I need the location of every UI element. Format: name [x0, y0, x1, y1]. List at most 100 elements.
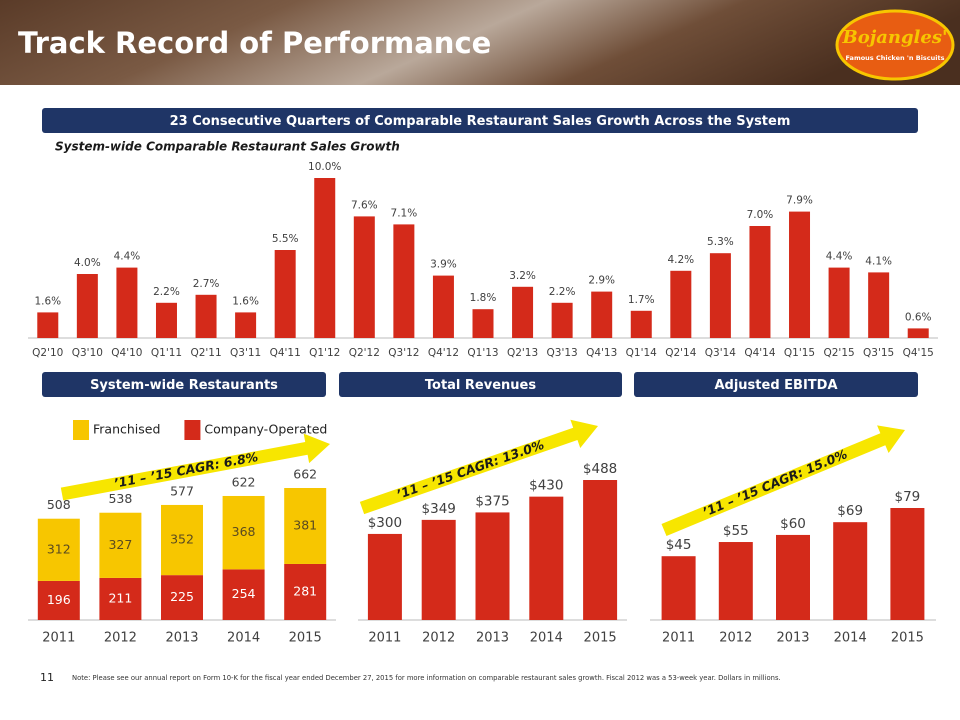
segment-label: 211 — [108, 590, 132, 605]
x-tick-label: 2014 — [227, 631, 260, 646]
data-label: 1.8% — [470, 292, 497, 304]
segment-label: 381 — [293, 517, 317, 532]
x-tick-label: Q3'13 — [547, 347, 578, 359]
bar — [76, 274, 98, 338]
x-tick-label: 2011 — [662, 631, 695, 646]
bar — [828, 267, 850, 338]
data-label: $45 — [666, 537, 692, 553]
x-tick-label: Q2'12 — [349, 347, 380, 359]
data-label: 2.9% — [588, 275, 615, 287]
bar — [393, 224, 415, 338]
logo-badge — [835, 9, 955, 81]
bar — [833, 522, 868, 620]
total-label: 538 — [108, 491, 132, 506]
data-label: 5.3% — [707, 236, 734, 248]
bar-segment — [161, 575, 203, 620]
bar-segment — [222, 569, 265, 620]
data-label: 10.0% — [308, 161, 341, 173]
data-label: $375 — [475, 493, 509, 509]
segment-label: 327 — [108, 537, 132, 552]
total-label: 662 — [293, 467, 317, 482]
legend-swatch — [184, 420, 201, 440]
bar — [116, 267, 138, 338]
data-label: 2.7% — [193, 278, 220, 290]
x-tick-label: 2013 — [476, 631, 509, 646]
legend-swatch — [73, 420, 89, 440]
total-label: 622 — [232, 474, 256, 489]
segment-label: 254 — [232, 586, 256, 601]
data-label: 3.2% — [509, 270, 536, 282]
bar — [630, 310, 652, 338]
header-background — [0, 0, 960, 85]
bar — [583, 480, 618, 620]
cagr-arrow — [359, 419, 598, 515]
data-label: 0.6% — [905, 311, 932, 323]
data-label: 1.7% — [628, 294, 655, 306]
x-tick-label: 2011 — [42, 631, 75, 646]
x-tick-label: Q4'15 — [903, 347, 934, 359]
x-tick-label: Q2'10 — [32, 347, 63, 359]
bar — [551, 302, 573, 338]
total-label: 577 — [170, 483, 194, 498]
bar — [670, 270, 692, 338]
data-label: 2.2% — [153, 286, 180, 298]
bar — [718, 542, 753, 620]
footnote: Note: Please see our annual report on Fo… — [72, 674, 781, 682]
logo-name: Bojangles' — [841, 27, 947, 48]
bar-segment — [37, 580, 80, 620]
data-label: 7.1% — [391, 207, 418, 219]
segment-label: 225 — [170, 589, 194, 604]
slide-title: Track Record of Performance — [18, 26, 491, 60]
data-label: $79 — [895, 489, 921, 505]
page-number: 11 — [40, 671, 54, 684]
data-label: 4.0% — [74, 257, 101, 269]
bar — [907, 328, 929, 338]
segment-label: 368 — [232, 524, 256, 539]
data-label: 4.2% — [667, 254, 694, 266]
bar — [274, 250, 296, 338]
section-banner — [634, 372, 918, 397]
bar — [472, 309, 494, 338]
cagr-arrow — [60, 433, 330, 501]
data-label: 1.6% — [232, 295, 259, 307]
cagr-annotation: ’11 – ’15 CAGR: 13.0% — [395, 437, 546, 502]
data-label: 4.4% — [826, 251, 853, 263]
x-tick-label: 2015 — [584, 631, 617, 646]
x-tick-label: Q1'14 — [626, 347, 658, 359]
bar — [195, 294, 217, 338]
x-tick-label: 2012 — [719, 631, 752, 646]
data-label: 4.1% — [865, 255, 892, 267]
data-label: $300 — [368, 515, 402, 531]
x-tick-label: 2015 — [289, 631, 322, 646]
chart-title: System-wide Comparable Restaurant Sales … — [55, 140, 400, 154]
data-label: 5.5% — [272, 233, 299, 245]
x-tick-label: Q3'10 — [72, 347, 103, 359]
bar-segment — [37, 518, 80, 581]
data-label: 4.4% — [114, 251, 141, 263]
x-tick-label: Q3'12 — [388, 347, 419, 359]
legend-label: Company-Operated — [204, 422, 327, 437]
segment-label: 281 — [293, 583, 317, 598]
bar — [235, 312, 257, 338]
bar — [890, 508, 925, 620]
bar — [37, 312, 59, 338]
data-label: $488 — [583, 461, 617, 477]
x-tick-label: Q4'14 — [744, 347, 776, 359]
section-banner — [339, 372, 622, 397]
section-banner-text: System-wide Restaurants — [90, 378, 278, 393]
bar — [155, 302, 177, 338]
logo: Bojangles' Famous Chicken 'n Biscuits — [835, 9, 955, 81]
bar-segment — [99, 512, 142, 578]
bar — [367, 533, 402, 620]
bar — [512, 286, 534, 338]
bar — [314, 178, 336, 338]
data-label: $349 — [422, 501, 456, 517]
cagr-annotation: ’11 – ’15 CAGR: 15.0% — [700, 446, 849, 519]
bar — [661, 556, 696, 620]
data-label: 1.6% — [34, 295, 61, 307]
bar — [868, 272, 890, 338]
bar — [789, 211, 811, 338]
x-tick-label: Q4'10 — [111, 347, 142, 359]
data-label: 2.2% — [549, 286, 576, 298]
